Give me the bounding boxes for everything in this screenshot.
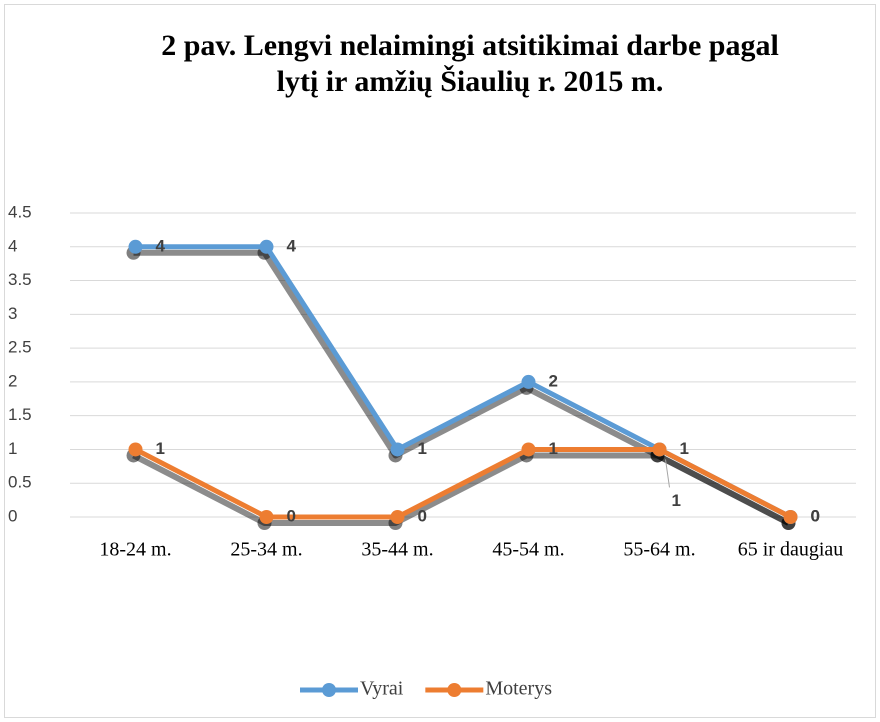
series-line [134, 446, 792, 520]
chart-title-line-1: 2 pav. Lengvi nelaimingi atsitikimai dar… [161, 29, 779, 62]
point [783, 510, 798, 524]
data-label: 0 [811, 506, 820, 525]
x-tick-label: 65 ir daugiau [738, 539, 844, 561]
legend-label: Moterys [485, 678, 552, 700]
y-tick-label: 3 [8, 304, 17, 323]
line-shadow [133, 249, 790, 526]
data-label: 0 [418, 506, 427, 525]
data-label: 4 [287, 236, 297, 255]
y-tick-label: 4 [8, 236, 17, 255]
point [259, 239, 274, 254]
data-label: 1 [680, 439, 689, 458]
y-tick-label: 2.5 [8, 338, 32, 357]
point [259, 510, 274, 524]
y-tick-label: 2 [8, 371, 17, 390]
data-label: 1 [672, 491, 681, 510]
data-label: 2 [549, 371, 558, 390]
y-tick-label: 0.5 [8, 473, 32, 492]
x-tick-label: 25-34 m. [230, 539, 302, 561]
x-tick-label: 55-64 m. [623, 539, 695, 561]
legend-label: Vyrai [360, 678, 404, 700]
legend-marker [322, 683, 336, 697]
data-label: 4 [156, 236, 166, 255]
data-label: 1 [418, 439, 427, 458]
x-tick-label: 18-24 m. [99, 539, 171, 561]
line-shadow [132, 452, 790, 526]
point [652, 442, 667, 457]
y-tick-label: 3.5 [8, 270, 32, 289]
point [390, 442, 405, 457]
point [128, 239, 143, 254]
legend-marker [447, 683, 462, 697]
leader-line [665, 459, 670, 488]
chart-border [4, 4, 876, 718]
y-tick-label: 1 [8, 439, 17, 458]
data-label: 0 [811, 506, 820, 525]
chart-title-line-2: lytį ir amžių Šiaulių r. 2015 m. [277, 65, 664, 98]
y-tick-label: 4.5 [8, 202, 32, 221]
point [521, 442, 536, 457]
x-tick-label: 35-44 m. [361, 539, 433, 561]
y-tick-label: 1.5 [8, 405, 32, 424]
point [521, 374, 536, 389]
data-label: 0 [287, 506, 296, 525]
data-label: 1 [549, 439, 558, 458]
point [128, 442, 143, 457]
x-tick-label: 45-54 m. [492, 539, 564, 561]
point [390, 510, 405, 524]
data-label: 1 [156, 439, 165, 458]
y-tick-label: 0 [8, 506, 17, 525]
